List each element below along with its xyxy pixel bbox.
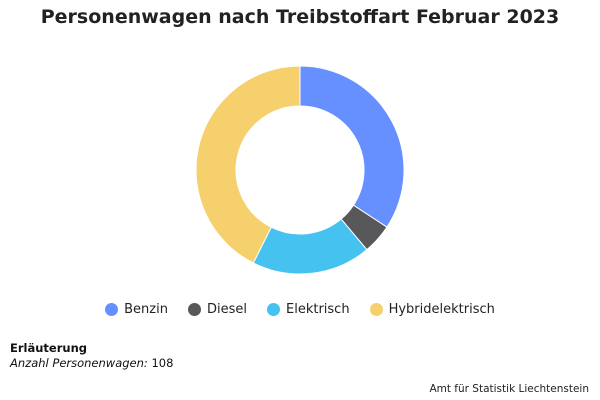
legend-label-benzin: Benzin <box>124 302 168 317</box>
legend-item-hybridelektrisch[interactable]: Hybridelektrisch <box>369 302 495 317</box>
legend-item-elektrisch[interactable]: Elektrisch <box>267 302 350 317</box>
legend-label-diesel: Diesel <box>206 302 247 317</box>
note-line: Anzahl Personenwagen: 108 <box>10 356 173 371</box>
legend-marker-elektrisch <box>267 303 280 316</box>
note-label: Anzahl Personenwagen: <box>10 355 148 370</box>
chart-title: Personenwagen nach Treibstoffart Februar… <box>40 6 560 28</box>
legend-label-hybridelektrisch: Hybridelektrisch <box>388 302 495 317</box>
legend-item-benzin[interactable]: Benzin <box>105 302 168 317</box>
chart-legend: Benzin Diesel Elektrisch Hybridelektrisc… <box>0 302 600 317</box>
source-credit: Amt für Statistik Liechtenstein <box>429 383 589 395</box>
donut-chart <box>195 65 405 275</box>
explanation-note: Erläuterung Anzahl Personenwagen: 108 <box>10 341 173 370</box>
legend-marker-hybridelektrisch <box>369 303 383 316</box>
note-value: 108 <box>151 355 174 370</box>
legend-item-diesel[interactable]: Diesel <box>187 302 247 317</box>
donut-slice-benzin[interactable] <box>299 65 405 228</box>
note-heading: Erläuterung <box>10 341 87 355</box>
legend-marker-benzin <box>105 303 119 316</box>
donut-slice-hybridelektrisch[interactable] <box>195 65 301 264</box>
legend-label-elektrisch: Elektrisch <box>286 302 350 317</box>
legend-marker-diesel <box>187 303 201 316</box>
